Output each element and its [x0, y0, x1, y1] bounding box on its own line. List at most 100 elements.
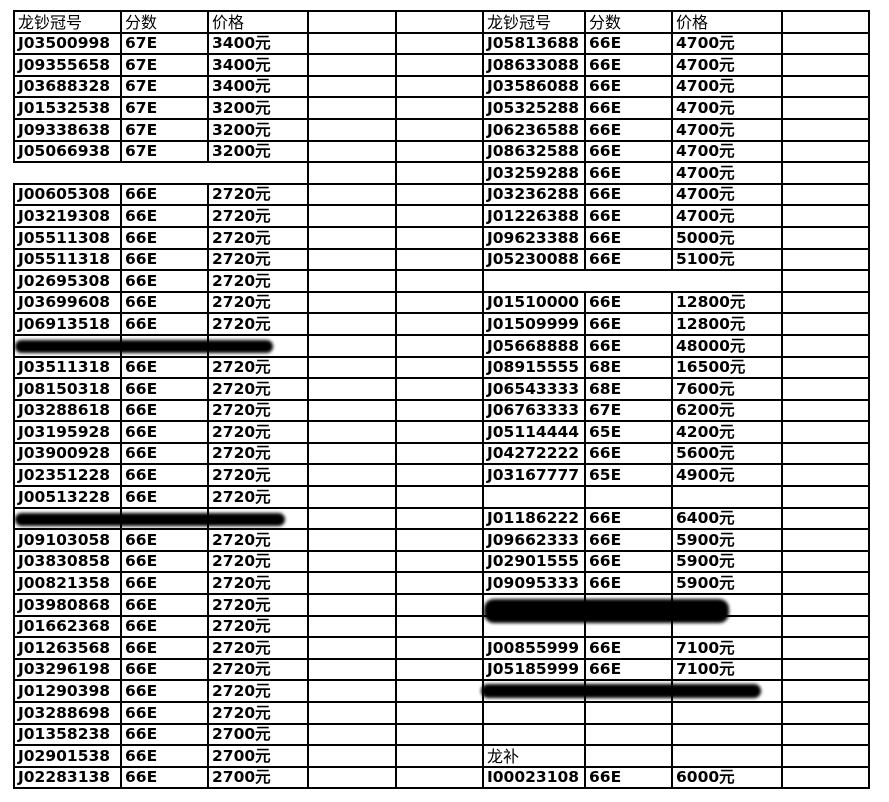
cell-score[interactable]: 66E — [584, 182, 673, 207]
cell-price[interactable]: 48000元 — [671, 333, 783, 358]
cell-price[interactable]: 5900元 — [671, 549, 783, 574]
empty-cell[interactable] — [307, 204, 397, 228]
empty-cell[interactable] — [307, 290, 397, 315]
cell-score[interactable]: 66E — [584, 74, 673, 99]
empty-cell[interactable] — [781, 355, 870, 380]
redacted-cell[interactable] — [482, 593, 729, 624]
empty-cell[interactable] — [307, 701, 397, 725]
cell-score[interactable]: 66E — [584, 571, 673, 596]
cell-price[interactable]: 7100元 — [671, 657, 783, 682]
cell-score[interactable]: 66E — [120, 398, 209, 423]
cell-score[interactable]: 67E — [120, 96, 209, 120]
empty-cell[interactable] — [781, 117, 870, 142]
empty-cell[interactable] — [781, 10, 870, 34]
empty-cell[interactable] — [781, 53, 870, 77]
empty-cell[interactable] — [307, 355, 397, 380]
empty-cell[interactable] — [395, 312, 484, 336]
cell-serial[interactable]: J03900928 — [13, 441, 122, 466]
cell-price[interactable]: 2720元 — [207, 269, 309, 293]
cell-price[interactable]: 2720元 — [207, 549, 309, 574]
cell-serial[interactable]: J06543333 — [482, 377, 586, 401]
empty-cell[interactable] — [395, 722, 484, 747]
empty-cell[interactable] — [781, 485, 870, 509]
cell-serial[interactable]: J05325288 — [482, 96, 586, 120]
cell-score[interactable]: 65E — [584, 420, 673, 444]
empty-cell[interactable] — [781, 744, 870, 768]
cell-price[interactable]: 4700元 — [671, 74, 783, 99]
redacted-cell[interactable] — [482, 614, 586, 639]
cell-price[interactable]: 4700元 — [671, 96, 783, 120]
header-score[interactable]: 分数 — [120, 10, 209, 34]
empty-cell[interactable] — [395, 139, 484, 164]
cell-score[interactable]: 66E — [120, 463, 209, 488]
cell-serial[interactable]: J08150318 — [13, 377, 122, 401]
cell-serial[interactable]: J01263568 — [13, 636, 122, 660]
empty-cell[interactable] — [781, 139, 870, 164]
empty-cell[interactable] — [307, 398, 397, 423]
empty-cell[interactable] — [781, 571, 870, 596]
empty-cell[interactable] — [395, 528, 484, 552]
empty-cell[interactable] — [781, 701, 870, 725]
empty-cell[interactable] — [781, 636, 870, 660]
empty-cell[interactable] — [307, 614, 397, 639]
cell-serial[interactable]: J02351228 — [13, 463, 122, 488]
empty-cell[interactable] — [781, 398, 870, 423]
cell-score[interactable]: 67E — [120, 31, 209, 56]
cell-price[interactable]: 4700元 — [671, 117, 783, 142]
cell-score[interactable]: 66E — [120, 290, 209, 315]
empty-cell[interactable] — [395, 420, 484, 444]
header-price[interactable]: 价格 — [207, 10, 309, 34]
cell-serial[interactable]: J00605308 — [13, 182, 122, 207]
cell-serial[interactable]: J08632588 — [482, 139, 586, 164]
cell-price[interactable]: 5100元 — [671, 247, 783, 272]
cell-score[interactable]: 66E — [120, 377, 209, 401]
cell-price[interactable]: 3400元 — [207, 31, 309, 56]
cell-score[interactable] — [584, 722, 673, 747]
cell-serial[interactable]: J02283138 — [13, 765, 122, 790]
empty-cell[interactable] — [781, 290, 870, 315]
empty-cell[interactable] — [395, 182, 484, 207]
cell-price[interactable]: 2720元 — [207, 398, 309, 423]
cell-serial[interactable]: J05230088 — [482, 247, 586, 272]
redacted-cell[interactable] — [13, 506, 285, 531]
cell-price[interactable]: 6400元 — [671, 506, 783, 531]
cell-score[interactable]: 68E — [584, 377, 673, 401]
redacted-cell[interactable] — [671, 593, 783, 617]
empty-cell[interactable] — [781, 549, 870, 574]
cell-score[interactable]: 66E — [120, 225, 209, 250]
blank-cell[interactable] — [121, 161, 208, 185]
cell-price[interactable]: 12800元 — [671, 312, 783, 336]
cell-score[interactable]: 66E — [584, 117, 673, 142]
cell-score[interactable]: 66E — [120, 744, 209, 768]
cell-price[interactable]: 2720元 — [207, 312, 309, 336]
empty-cell[interactable] — [307, 549, 397, 574]
redacted-cell[interactable] — [671, 679, 783, 703]
cell-score[interactable]: 67E — [120, 53, 209, 77]
cell-price[interactable]: 2720元 — [207, 225, 309, 250]
cell-serial[interactable]: J00855999 — [482, 636, 586, 660]
cell-price[interactable]: 6200元 — [671, 398, 783, 423]
empty-cell[interactable] — [781, 593, 870, 617]
empty-cell[interactable] — [395, 161, 484, 185]
cell-price[interactable]: 16500元 — [671, 355, 783, 380]
cell-score[interactable]: 66E — [584, 31, 673, 56]
empty-cell[interactable] — [781, 182, 870, 207]
empty-cell[interactable] — [395, 74, 484, 99]
cell-serial[interactable]: J05066938 — [13, 139, 122, 164]
empty-cell[interactable] — [307, 312, 397, 336]
empty-cell[interactable] — [395, 398, 484, 423]
cell-score[interactable] — [584, 485, 673, 509]
cell-score[interactable]: 66E — [120, 571, 209, 596]
empty-cell[interactable] — [395, 657, 484, 682]
empty-cell[interactable] — [781, 528, 870, 552]
cell-serial[interactable]: J05114444 — [482, 420, 586, 444]
cell-score[interactable]: 66E — [584, 247, 673, 272]
cell-price[interactable]: 5900元 — [671, 528, 783, 552]
cell-price[interactable]: 2720元 — [207, 420, 309, 444]
cell-serial[interactable]: J05668888 — [482, 333, 586, 358]
cell-price[interactable]: 5900元 — [671, 571, 783, 596]
header-serial[interactable]: 龙钞冠号 — [482, 10, 586, 34]
cell-price[interactable]: 4700元 — [671, 139, 783, 164]
empty-cell[interactable] — [781, 463, 870, 488]
empty-cell[interactable] — [781, 679, 870, 703]
